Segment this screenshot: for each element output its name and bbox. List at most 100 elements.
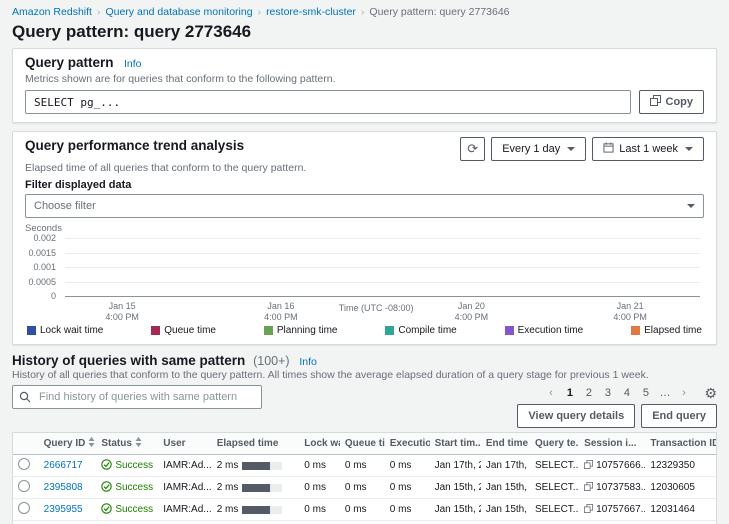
column-header[interactable]: Query ID [38, 433, 97, 455]
gridline [65, 252, 700, 254]
column-header[interactable]: Queue ti... [339, 433, 385, 455]
legend-item: Execution time [504, 325, 583, 336]
legend-item: Elapsed time [631, 325, 702, 336]
table-row[interactable]: 2395808 Success IAMR:Ad... [13, 476, 716, 499]
pagination-page[interactable]: 1 [566, 387, 573, 399]
settings-button[interactable]: ⚙ [704, 386, 717, 400]
user-cell: IAMR:Ad... [158, 454, 212, 477]
column-header[interactable]: Executio... [384, 433, 430, 455]
success-check-icon [101, 502, 113, 517]
legend-swatch [263, 326, 273, 335]
elapsed-time-cell: 2 ms [217, 460, 295, 471]
breadcrumb-item[interactable]: restore-smk-cluster [266, 6, 356, 18]
page-title: Query pattern: query 2773646 [12, 22, 252, 41]
row-radio[interactable] [18, 458, 30, 470]
copy-button[interactable]: Copy [638, 90, 704, 114]
chart-legend: Lock wait time Queue time Planning time … [25, 325, 704, 336]
filter-placeholder: Choose filter [34, 200, 96, 212]
column-header[interactable]: Start tim... [429, 433, 481, 455]
lock-wait-cell: 0 ms [299, 498, 340, 521]
pagination-page[interactable]: 3 [604, 387, 611, 399]
start-time-cell: Jan 15th, 20... [429, 520, 481, 524]
breadcrumb-separator: › [96, 6, 101, 18]
refresh-button[interactable]: ⟳ [460, 137, 486, 161]
copy-icon[interactable] [584, 503, 594, 516]
table-header-row: Query ID Status [13, 433, 716, 455]
column-header[interactable]: Query te... [530, 433, 580, 455]
search-box [12, 385, 262, 409]
breadcrumb-separator: › [257, 6, 262, 18]
session-id-value: 10737583... [596, 482, 646, 493]
transaction-id-cell: 12329350 [645, 454, 716, 477]
elapsed-time-cell: 2 ms [217, 504, 295, 515]
status-badge: Success [101, 502, 153, 517]
sort-icon[interactable] [88, 437, 95, 450]
y-axis-tick: 0 [50, 291, 56, 301]
legend-swatch [385, 326, 395, 335]
query-pattern-info-link[interactable]: Info [123, 58, 142, 70]
breadcrumb-crumb: › Query pattern: query 2773646 [361, 6, 510, 18]
column-header[interactable]: Elapsed time [211, 433, 300, 455]
date-range-value: Last 1 week [619, 143, 678, 155]
column-header[interactable]: End time [480, 433, 531, 455]
history-info-link[interactable]: Info [299, 356, 317, 368]
breadcrumb-item[interactable]: Amazon Redshift [12, 6, 92, 18]
view-query-details-button[interactable]: View query details [517, 404, 636, 428]
elapsed-value: 2 ms [216, 504, 239, 515]
row-radio[interactable] [18, 480, 30, 492]
refresh-interval-value: Every 1 day [502, 143, 561, 155]
query-id-link[interactable]: 2395955 [43, 504, 83, 515]
chart-x-axis: Time (UTC -08:00) Jan 15 4:00 PM Jan 16 … [65, 299, 700, 322]
breadcrumb-item[interactable]: Query and database monitoring [105, 6, 253, 18]
end-time-cell: Jan 15th, 20... [480, 498, 531, 521]
session-id-value: 10757667... [596, 504, 646, 515]
y-axis-tick: 0.0015 [28, 247, 56, 258]
copy-icon[interactable] [584, 459, 594, 472]
refresh-interval-select[interactable]: Every 1 day [491, 137, 587, 161]
column-header[interactable]: User [158, 433, 212, 455]
sort-icon[interactable] [135, 437, 142, 450]
pagination-page[interactable]: 4 [623, 387, 630, 399]
transaction-id-cell: 12031464 [645, 498, 716, 521]
elapsed-bar [242, 461, 283, 470]
column-header[interactable]: Status [96, 433, 159, 455]
chart-plot-area [65, 238, 700, 297]
column-header[interactable]: Transaction ID [645, 433, 716, 455]
search-icon [19, 390, 31, 408]
search-input[interactable] [12, 385, 262, 409]
history-count-badge: (100+) [253, 354, 290, 368]
legend-swatch [27, 326, 36, 335]
pagination-page[interactable]: 5 [642, 387, 649, 399]
table-row[interactable]: 2395955 Success IAMR:Ad... [13, 498, 716, 521]
table-row[interactable]: 2666717 Success IAMR:Ad... [13, 454, 716, 477]
gridline [65, 267, 700, 268]
row-radio[interactable] [18, 502, 30, 514]
column-header[interactable]: Session i... [579, 433, 646, 455]
legend-label: Queue time [164, 325, 216, 336]
breadcrumb-item[interactable]: Query pattern: query 2773646 [369, 6, 510, 18]
table-row[interactable]: 2396058 Success IAMR:Ad... [13, 520, 716, 524]
pagination-prev[interactable]: ‹ [549, 387, 553, 399]
date-range-select[interactable]: Last 1 week [592, 137, 704, 161]
gridline [65, 238, 700, 239]
end-query-button[interactable]: End query [641, 404, 717, 428]
query-id-link[interactable]: 2666717 [43, 460, 83, 471]
lock-wait-cell: 0 ms [299, 520, 340, 524]
queue-time-cell: 0 ms [339, 520, 385, 524]
refresh-icon: ⟳ [467, 141, 479, 156]
status-label: Success [115, 460, 154, 471]
copy-icon [649, 95, 661, 109]
filter-label: Filter displayed data [25, 179, 132, 191]
filter-select[interactable]: Choose filter [25, 194, 704, 218]
pagination-page[interactable]: 2 [585, 387, 592, 399]
column-header[interactable]: Lock wa... [299, 433, 340, 455]
execution-time-cell: 0 ms [384, 520, 430, 524]
queue-time-cell: 0 ms [339, 476, 385, 499]
session-id-cell: 10737583... [584, 481, 645, 494]
copy-icon[interactable] [584, 481, 594, 494]
legend-item: Planning time [263, 325, 337, 336]
query-pattern-input[interactable] [25, 90, 631, 114]
query-id-link[interactable]: 2395808 [43, 482, 83, 493]
pagination-next[interactable]: › [682, 387, 686, 399]
